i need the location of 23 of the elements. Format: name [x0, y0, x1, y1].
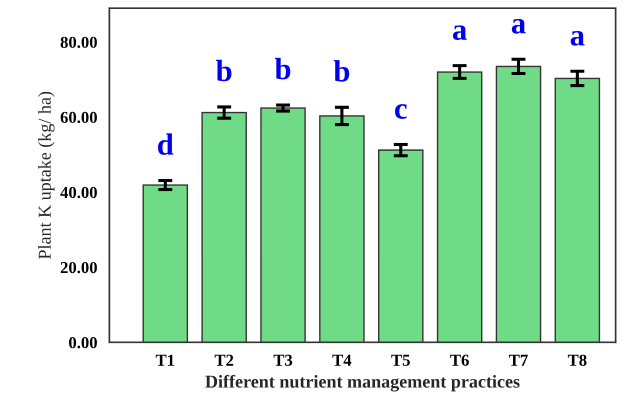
- annotation: a: [570, 30, 585, 46]
- x-tick-label: T5: [391, 354, 410, 366]
- x-tick-label: T8: [568, 354, 587, 366]
- x-tick-label: T2: [214, 354, 234, 366]
- annotation: a: [452, 25, 467, 40]
- x-axis-title: Different nutrient management practices: [205, 374, 520, 392]
- annotation: c: [395, 104, 407, 119]
- annotation: b: [216, 60, 232, 82]
- annotation: a: [512, 18, 526, 34]
- annotation: b: [334, 60, 350, 82]
- x-tick-label: T3: [274, 354, 292, 366]
- y-tick-label: 20.00: [60, 262, 97, 274]
- x-tick-label: T4: [332, 354, 352, 366]
- y-axis-title: Plant K uptake (kg/ ha): [38, 92, 55, 259]
- x-tick-label: T7: [509, 354, 528, 366]
- annotation: b: [274, 58, 290, 80]
- y-tick-label: 60.00: [60, 112, 97, 124]
- y-tick-label: 40.00: [60, 186, 97, 198]
- x-tick-label: T6: [450, 354, 469, 366]
- y-tick-label: 80.00: [60, 36, 97, 48]
- annotation: d: [158, 133, 174, 155]
- x-tick-label: T1: [156, 354, 174, 366]
- y-tick-label: 0.00: [69, 337, 97, 348]
